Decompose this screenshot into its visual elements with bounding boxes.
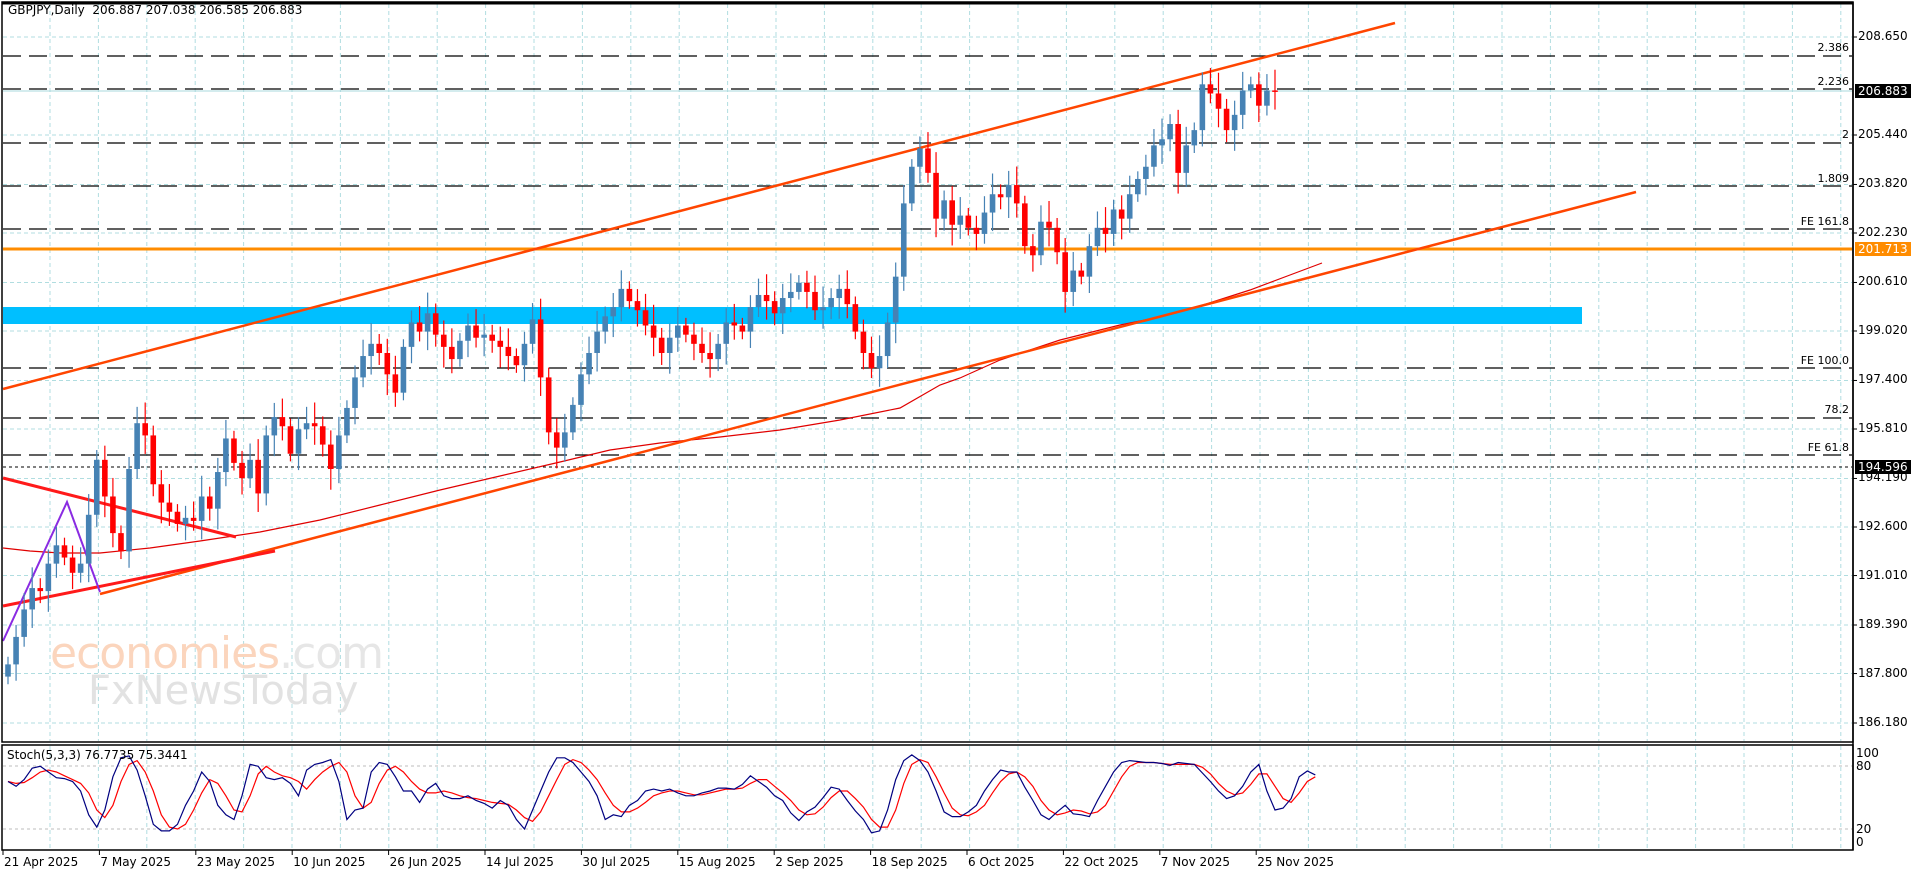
fib-label-fe618: FE 61.8	[1807, 441, 1849, 454]
dotted-level-price-tag: 194.596	[1855, 460, 1911, 474]
price-axis-label: 200.610	[1858, 274, 1908, 289]
stochastic-panel-frame	[1, 744, 1854, 851]
time-axis-label: 14 Jul 2025	[486, 855, 554, 869]
fib-label-fe100: FE 100.0	[1800, 354, 1849, 367]
triangle-upper-line[interactable]	[2, 476, 237, 539]
grid-lines	[3, 4, 1852, 741]
price-axis-label: 189.390	[1858, 617, 1908, 631]
time-axis-label: 7 Nov 2025	[1160, 855, 1231, 869]
time-axis-label: 6 Oct 2025	[968, 855, 1035, 869]
fib-label-2236: 2.236	[1817, 75, 1850, 88]
watermark-com: .com	[279, 628, 384, 679]
time-axis-label: 30 Jul 2025	[582, 855, 651, 869]
time-axis-label: 18 Sep 2025	[871, 855, 948, 869]
time-axis-label: 15 Aug 2025	[678, 855, 756, 869]
time-axis-label: 23 May 2025	[196, 855, 276, 869]
stoch-axis-100: 100	[1856, 746, 1879, 760]
fibonacci-levels[interactable]	[3, 55, 1852, 456]
price-axis-label: 197.400	[1858, 372, 1908, 387]
time-axis-label: 25 Nov 2025	[1257, 855, 1335, 869]
fib-label-2: 2	[1842, 128, 1849, 141]
stochastic-main-line	[7, 754, 1316, 834]
time-axis-label: 22 Oct 2025	[1064, 855, 1139, 869]
price-axis-label: 203.820	[1858, 176, 1908, 191]
price-axis-label: 192.600	[1858, 519, 1908, 533]
time-axis-label: 21 Apr 2025	[4, 855, 79, 869]
fib-label-fe1618: FE 161.8	[1800, 215, 1849, 228]
stoch-axis-20: 20	[1856, 822, 1872, 836]
fib-label-2386: 2.386	[1817, 41, 1850, 54]
price-axis-label: 187.800	[1858, 665, 1908, 680]
stochastic-label: Stoch(5,3,3) 76.7735 75.3441	[7, 748, 188, 762]
watermark-fxnewstoday: FxNewsToday	[88, 668, 359, 714]
price-axis-label: 205.440	[1858, 127, 1908, 141]
stochastic-grid	[49, 746, 1842, 849]
support-zone[interactable]	[3, 307, 1582, 324]
price-axis-label: 199.020	[1858, 323, 1908, 337]
upper-channel-line[interactable]	[2, 21, 1396, 391]
fib-label-782: 78.2	[1824, 403, 1850, 416]
watermark-economies: economies	[50, 628, 280, 679]
resistance-price-tag: 201.713	[1855, 242, 1911, 256]
price-axis-label: 202.230	[1858, 225, 1908, 239]
time-axis-label: 7 May 2025	[100, 855, 172, 869]
current-price-tag: 206.883	[1855, 84, 1911, 98]
stochastic-signal-line	[7, 758, 1316, 830]
price-axis-label: 208.650	[1858, 29, 1908, 43]
axis-ticks	[2, 2, 1857, 855]
triangle-lower-line[interactable]	[2, 549, 276, 608]
price-axis-label: 191.010	[1858, 567, 1908, 582]
fib-label-1809: 1.809	[1817, 172, 1850, 185]
zigzag-line[interactable]	[2, 499, 101, 642]
candlesticks[interactable]	[5, 67, 1278, 685]
symbol-header: GBPJPY,Daily 206.887 207.038 206.585 206…	[8, 3, 303, 17]
time-axis-label: 2 Sep 2025	[775, 855, 844, 869]
price-axis-label: 186.180	[1858, 715, 1908, 729]
stoch-axis-80: 80	[1856, 759, 1872, 773]
lower-channel-line[interactable]	[99, 190, 1637, 596]
time-axis-label: 26 Jun 2025	[389, 855, 462, 869]
price-axis-label: 195.810	[1858, 421, 1908, 435]
stoch-axis-0: 0	[1856, 835, 1864, 849]
time-axis-label: 10 Jun 2025	[293, 855, 366, 869]
watermark-logo: economies.com	[50, 628, 384, 679]
